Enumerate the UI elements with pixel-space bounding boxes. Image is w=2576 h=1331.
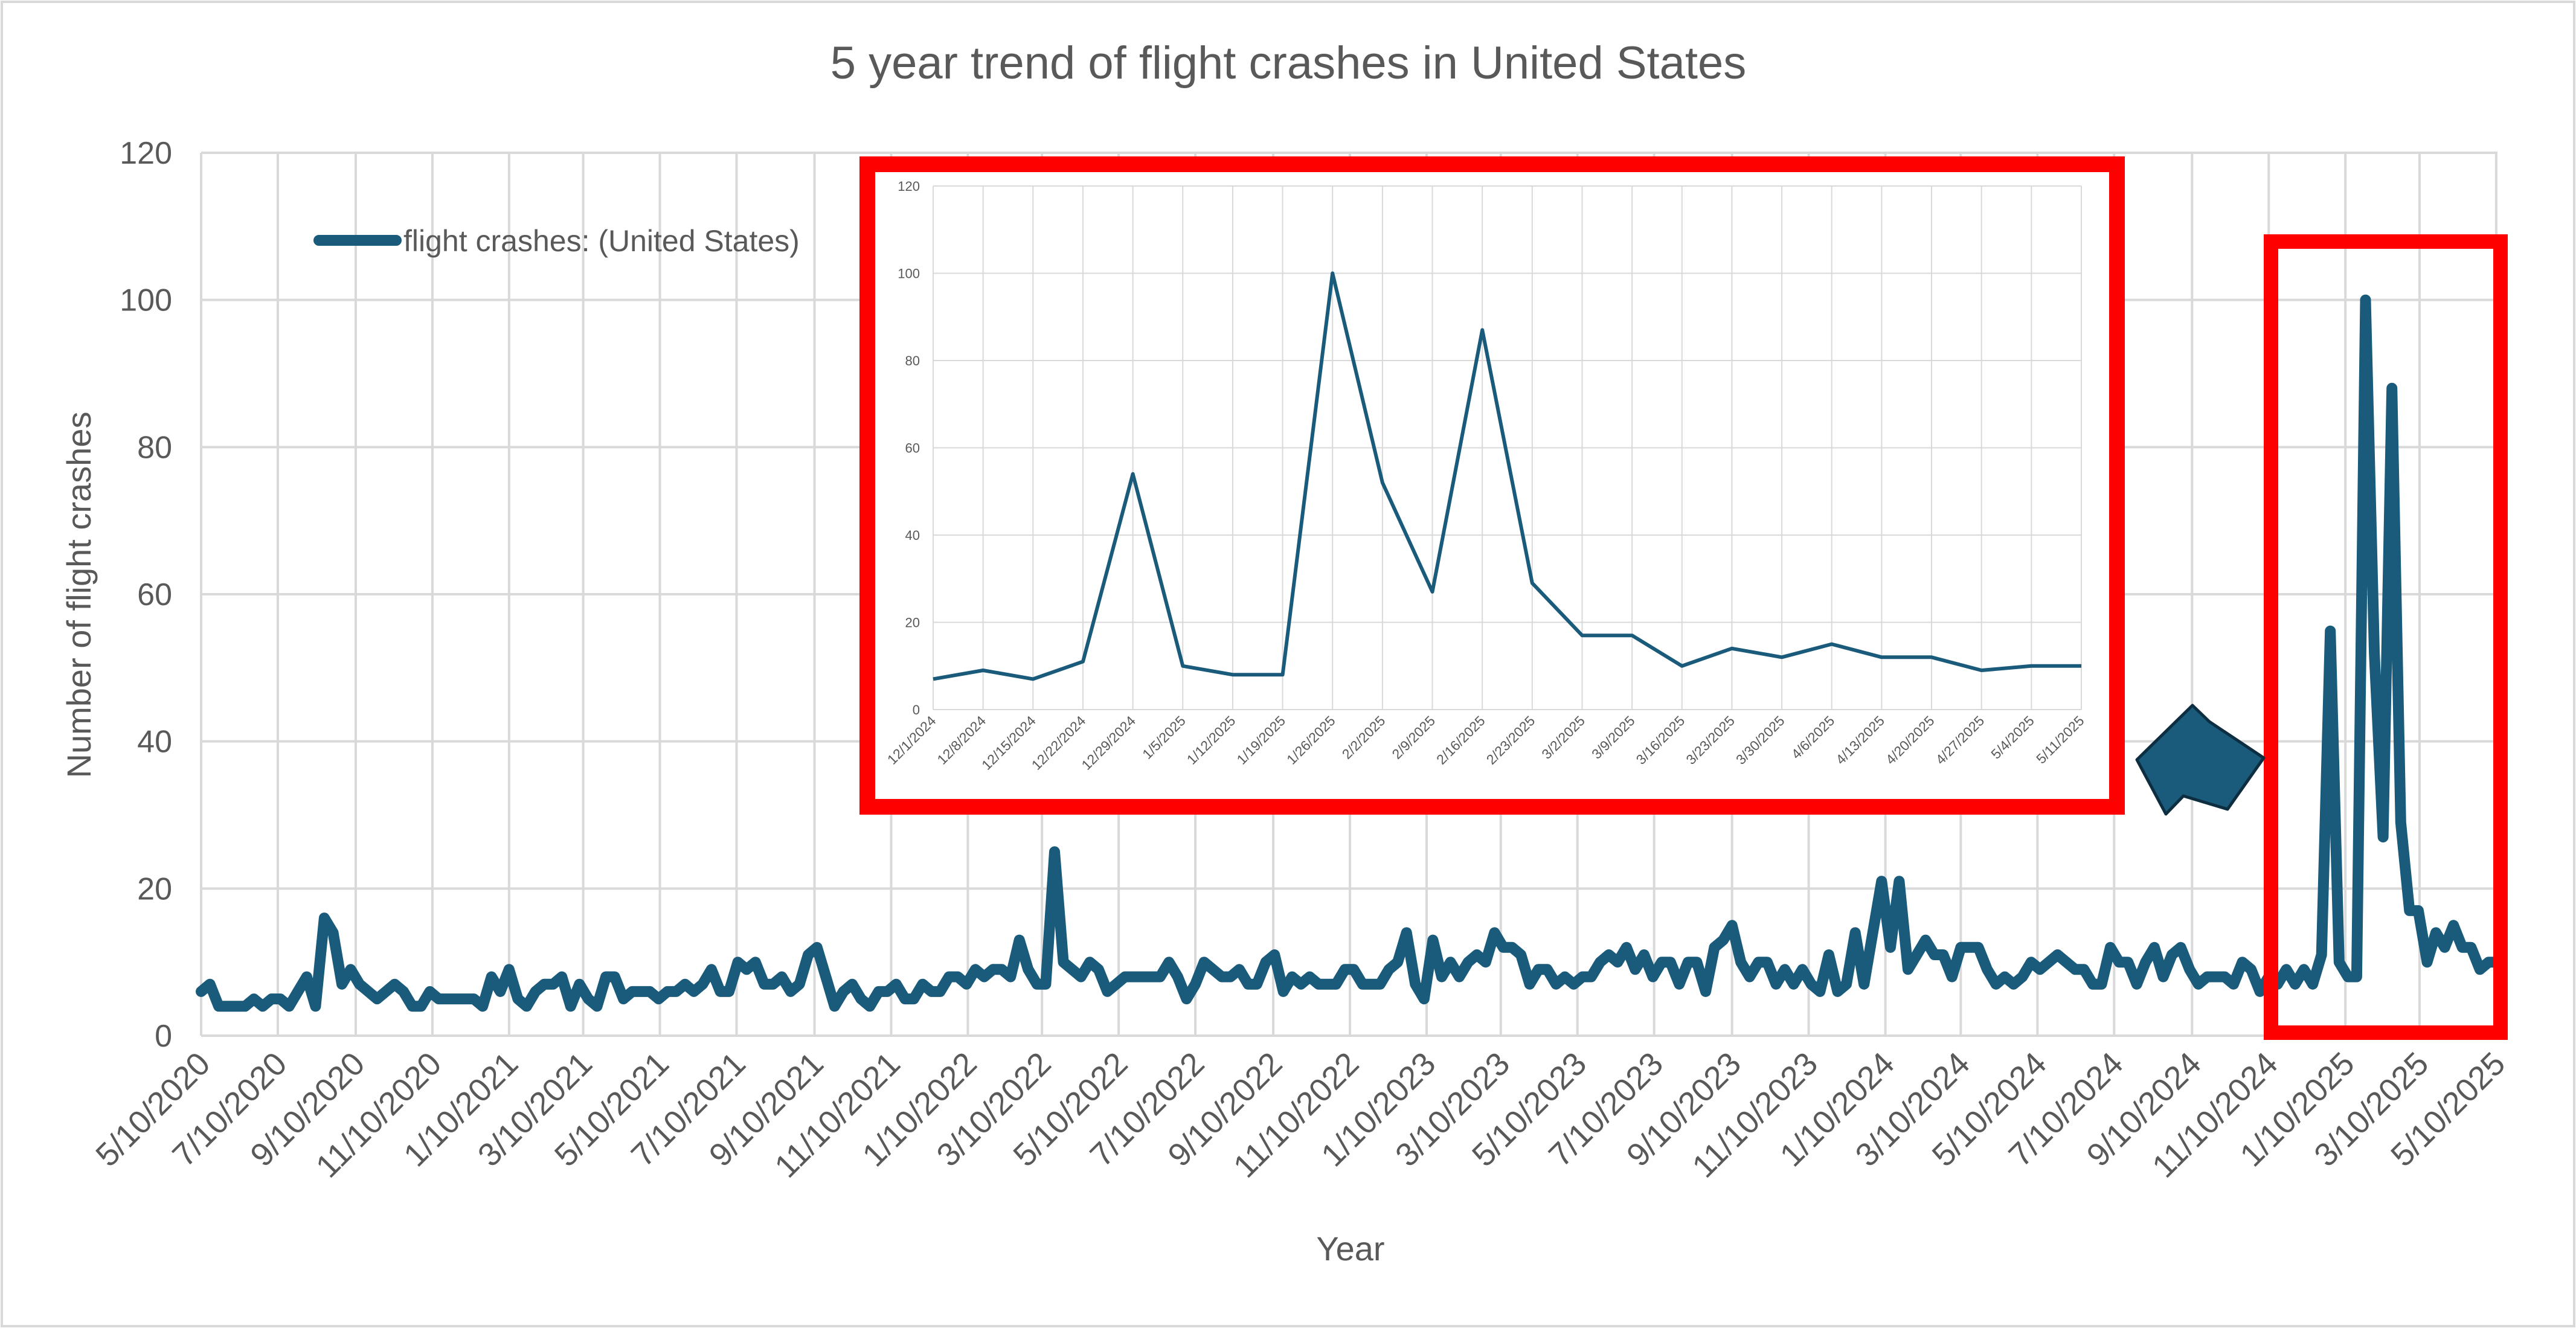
inset-series-line bbox=[933, 271, 2081, 681]
inset-highlight-border bbox=[859, 156, 2125, 815]
main-y-tick-label: 40 bbox=[137, 725, 172, 760]
main-y-tick-label: 80 bbox=[137, 430, 172, 465]
main-y-tick-label: 120 bbox=[120, 136, 172, 171]
main-y-tick-label: 0 bbox=[155, 1019, 172, 1054]
inset-y-tick-label: 80 bbox=[905, 353, 920, 368]
main-y-tick-label: 100 bbox=[120, 283, 172, 318]
callout-arrow bbox=[2135, 704, 2266, 816]
legend-label: flight crashes: (United States) bbox=[403, 224, 800, 258]
y-axis-label: Number of flight crashes bbox=[60, 412, 98, 778]
inset-y-tick-label: 0 bbox=[913, 702, 920, 717]
inset-y-tick-label: 100 bbox=[898, 266, 920, 281]
chart-title: 5 year trend of flight crashes in United… bbox=[830, 37, 1747, 89]
inset-y-tick-label: 120 bbox=[898, 179, 920, 194]
legend: flight crashes: (United States) bbox=[313, 224, 800, 258]
x-axis-label: Year bbox=[1316, 1230, 1384, 1268]
highlight-box-right bbox=[2264, 234, 2508, 1040]
inset-y-tick-labels: 0 20 40 60 80 100 120 bbox=[898, 179, 920, 717]
inset-y-tick-label: 20 bbox=[905, 615, 920, 630]
main-y-tick-label: 60 bbox=[137, 577, 172, 612]
inset-y-tick-label: 60 bbox=[905, 441, 920, 456]
main-series-line bbox=[196, 294, 2503, 1012]
inset-background bbox=[867, 164, 2117, 807]
main-y-tick-labels: 0 20 40 60 80 100 120 bbox=[120, 136, 172, 1054]
main-y-tick-label: 20 bbox=[137, 871, 172, 906]
inset-y-tick-label: 40 bbox=[905, 528, 920, 543]
